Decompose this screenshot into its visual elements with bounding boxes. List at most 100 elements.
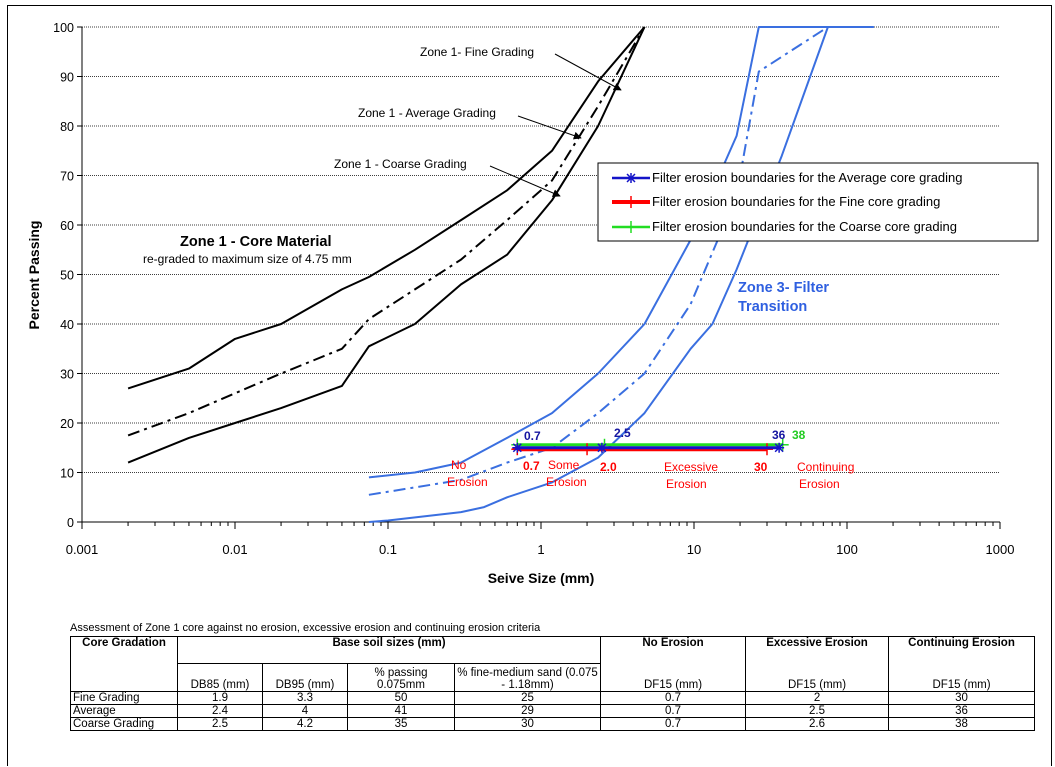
cell: 41 (347, 704, 455, 718)
legend-marker (626, 173, 636, 183)
subheader-df15-exc: DF15 (mm) (745, 663, 890, 692)
cell: 3.3 (262, 691, 348, 705)
fine-no-erosion-value: 0.7 (523, 459, 540, 473)
cell: 50 (347, 691, 455, 705)
subheader-db95: DB95 (mm) (262, 663, 348, 692)
z1-fine-label: Zone 1- Fine Grading (420, 45, 534, 59)
legend-entry: Filter erosion boundaries for the Fine c… (652, 194, 940, 209)
subheader-df15-cont: DF15 (mm) (888, 663, 1036, 692)
y-axis-title: Percent Passing (26, 221, 42, 330)
header-core-gradation: Core Gradation (70, 636, 178, 664)
x-tick-label: 10 (687, 542, 701, 557)
z1-coarse-arrow (489, 165, 561, 197)
cell: 0.7 (600, 704, 747, 718)
axes (77, 26, 1001, 529)
cell: 4 (262, 704, 348, 718)
z1-fine-arrow (554, 53, 622, 91)
cell: 0.7 (600, 691, 747, 705)
legend-marker (625, 221, 637, 233)
no-erosion-label: No (451, 458, 467, 472)
subheader-df15-no: DF15 (mm) (600, 663, 747, 692)
z1-coarse-label: Zone 1 - Coarse Grading (334, 157, 467, 171)
fine-excessive-value: 2.0 (600, 460, 617, 474)
cell: 30 (888, 691, 1036, 705)
x-tick-label: 0.001 (66, 542, 99, 557)
cell: 2.6 (745, 717, 890, 731)
cell: Coarse Grading (70, 717, 178, 731)
x-tick-label: 100 (836, 542, 858, 557)
table-row: Average 2.4 4 41 29 0.7 2.5 36 (70, 704, 1036, 718)
x-tick-label: 1000 (986, 542, 1015, 557)
y-tick-label: 30 (60, 368, 74, 382)
cell: 2.4 (177, 704, 263, 718)
y-tick-label: 100 (53, 21, 74, 35)
cell: 25 (453, 691, 602, 705)
cell: 2.5 (177, 717, 263, 731)
z1-avg-arrow (517, 115, 582, 140)
some-erosion-label: Some (548, 458, 580, 472)
zone3-label-line2: Transition (738, 299, 807, 315)
excessive-erosion-label: Erosion (666, 477, 707, 491)
table-row: Coarse Grading 2.5 4.2 35 30 0.7 2.6 38 (70, 717, 1036, 731)
x-tick-label: 0.01 (222, 542, 247, 557)
some-erosion-label: Erosion (546, 475, 587, 489)
continuing-erosion-label: Continuing (797, 460, 854, 474)
excessive-erosion-label: Excessive (664, 460, 718, 474)
header-excessive-erosion: Excessive Erosion (745, 636, 890, 664)
x-tick-label: 1 (537, 542, 544, 557)
marker-stroke (512, 443, 522, 453)
y-tick-label: 60 (60, 219, 74, 233)
avg-no-erosion-value: 0.7 (524, 429, 541, 443)
header-base-soil-sizes: Base soil sizes (mm) (176, 636, 602, 664)
legend-marker (625, 196, 637, 208)
marker-stroke (597, 443, 607, 453)
series-line-z3-avg (368, 26, 829, 496)
cell: 36 (888, 704, 1036, 718)
legend-entry: Filter erosion boundaries for the Coarse… (652, 219, 957, 234)
cell: 2.5 (745, 704, 890, 718)
header-no-erosion: No Erosion (600, 636, 747, 664)
cell: 38 (888, 717, 1036, 731)
series-line-z1-coarse (127, 26, 646, 464)
y-tick-label: 0 (67, 516, 74, 530)
z1-avg-label: Zone 1 - Average Grading (358, 106, 496, 120)
no-erosion-label: Erosion (447, 475, 488, 489)
header-continuing-erosion: Continuing Erosion (888, 636, 1036, 664)
avg-excessive-value: 2.5 (614, 426, 631, 440)
series-line-z1-avg (127, 26, 646, 437)
y-tick-label: 50 (60, 269, 74, 283)
cell: 0.7 (600, 717, 747, 731)
cell: 2 (745, 691, 890, 705)
y-tick-label: 20 (60, 417, 74, 431)
coarse-continuing-value: 38 (792, 428, 806, 442)
marker-stroke (774, 443, 784, 453)
table-row: Fine Grading 1.9 3.3 50 25 0.7 2 30 (70, 691, 1036, 705)
table-caption: Assessment of Zone 1 core against no ero… (70, 622, 541, 634)
y-tick-label: 10 (60, 467, 74, 481)
fine-continuing-value: 30 (754, 460, 768, 474)
y-tick-label: 40 (60, 318, 74, 332)
boundary-marker-average (596, 442, 607, 453)
cell: Average (70, 704, 178, 718)
y-tick-label: 70 (60, 170, 74, 184)
zone3-label-line1: Zone 3- Filter (738, 280, 829, 296)
cell: 30 (453, 717, 602, 731)
avg-continuing-value: 36 (772, 428, 786, 442)
subheader-fine-medium-sand: % fine-medium sand (0.075 - 1.18mm) (453, 663, 602, 692)
continuing-erosion-label: Erosion (799, 477, 840, 491)
subheader-blank (70, 663, 178, 692)
erosion-boundaries (511, 438, 789, 456)
cell: Fine Grading (70, 691, 178, 705)
assessment-table: Core Gradation Base soil sizes (mm) No E… (70, 636, 1036, 731)
y-tick-label: 80 (60, 120, 74, 134)
series-line-z1-fine (127, 26, 646, 390)
core-material-title: Zone 1 - Core Material (180, 234, 331, 250)
boundary-marker-average (774, 442, 785, 453)
cell: 1.9 (177, 691, 263, 705)
subheader-pct-passing: % passing 0.075mm (347, 663, 455, 692)
boundary-marker-average (512, 442, 523, 453)
subheader-db85: DB85 (mm) (177, 663, 263, 692)
cell: 35 (347, 717, 455, 731)
y-tick-label: 90 (60, 71, 74, 85)
cell: 4.2 (262, 717, 348, 731)
